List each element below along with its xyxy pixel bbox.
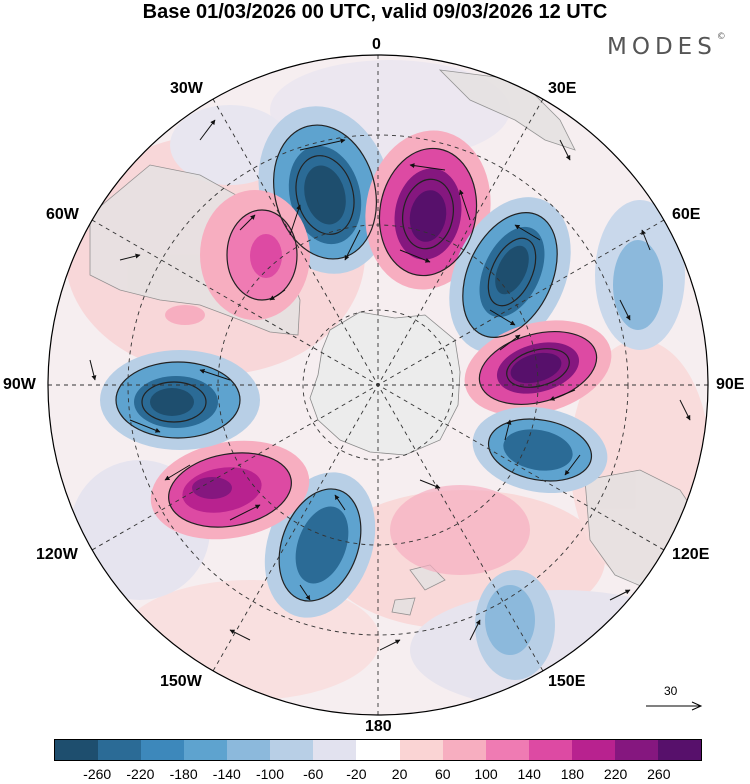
lon-label-60e: 60E [672, 206, 701, 223]
lon-label-30w: 30W [170, 80, 203, 97]
lon-label-150w: 150W [160, 673, 202, 690]
lon-label-180: 180 [365, 718, 392, 735]
colorbar-tick-labels: -260 -220 -180 -140 -100 -60 -20 20 60 100 140 180 2… [0, 766, 750, 784]
colorbar-segment [313, 740, 357, 760]
colorbar-tick-label: 220 [603, 766, 628, 782]
colorbar-segment [528, 740, 572, 760]
reference-vector-arrow [646, 701, 703, 711]
colorbar-segment [614, 740, 658, 760]
colorbar-tick-label: 180 [560, 766, 585, 782]
brand-name: MODES [607, 34, 717, 60]
colorbar-segment [141, 740, 185, 760]
contour-lines [115, 124, 598, 602]
colorbar-segment [98, 740, 142, 760]
colorbar-tick-label: -140 [212, 766, 241, 782]
colorbar-segment [270, 740, 314, 760]
colorbar-tick-label: -100 [255, 766, 285, 782]
colorbar-tick-label: -60 [303, 766, 324, 782]
colorbar-segment [485, 740, 529, 760]
antarctica [309, 311, 461, 456]
colorbar-tick-label: -220 [126, 766, 155, 782]
colorbar-segment [442, 740, 486, 760]
map-title: Base 01/03/2026 00 UTC, valid 09/03/2026… [142, 1, 608, 23]
colorbar-segment [356, 740, 400, 760]
colorbar-segment [571, 740, 615, 760]
brand-mark: © [716, 32, 726, 42]
lon-label-0: 0 [372, 36, 381, 53]
colorbar-tick-label: 260 [647, 766, 671, 782]
graticule [48, 55, 708, 715]
lon-label-120w: 120W [36, 546, 78, 563]
colorbar-segment [55, 740, 99, 760]
colorbar-tick-label: -180 [169, 766, 198, 782]
colorbar-segment [399, 740, 443, 760]
reference-vector-value: 30 [664, 684, 678, 698]
lon-label-60w: 60W [46, 206, 79, 223]
colorbar-tick-label: 60 [435, 766, 451, 782]
colorbar-tick-label: 20 [391, 766, 408, 782]
colorbar-tick-label: -260 [83, 766, 112, 782]
colorbar-tick-label: 100 [474, 766, 498, 782]
lon-label-90w: 90W [3, 376, 36, 393]
lon-label-30e: 30E [548, 80, 577, 97]
colorbar-segment [184, 740, 228, 760]
colorbar-segment [657, 740, 701, 760]
colorbar-tick-label: 140 [517, 766, 541, 782]
brand-logo: MODES© [607, 32, 726, 60]
colorbar [54, 739, 702, 761]
lon-label-90e: 90E [716, 376, 745, 393]
anomaly-vortices [100, 106, 685, 680]
lon-label-120e: 120E [672, 546, 710, 563]
colorbar-tick-label: -20 [346, 766, 367, 782]
colorbar-segment [227, 740, 271, 760]
lon-label-150e: 150E [548, 673, 586, 690]
map-boundary [47, 54, 709, 716]
wind-vectors [89, 119, 691, 651]
